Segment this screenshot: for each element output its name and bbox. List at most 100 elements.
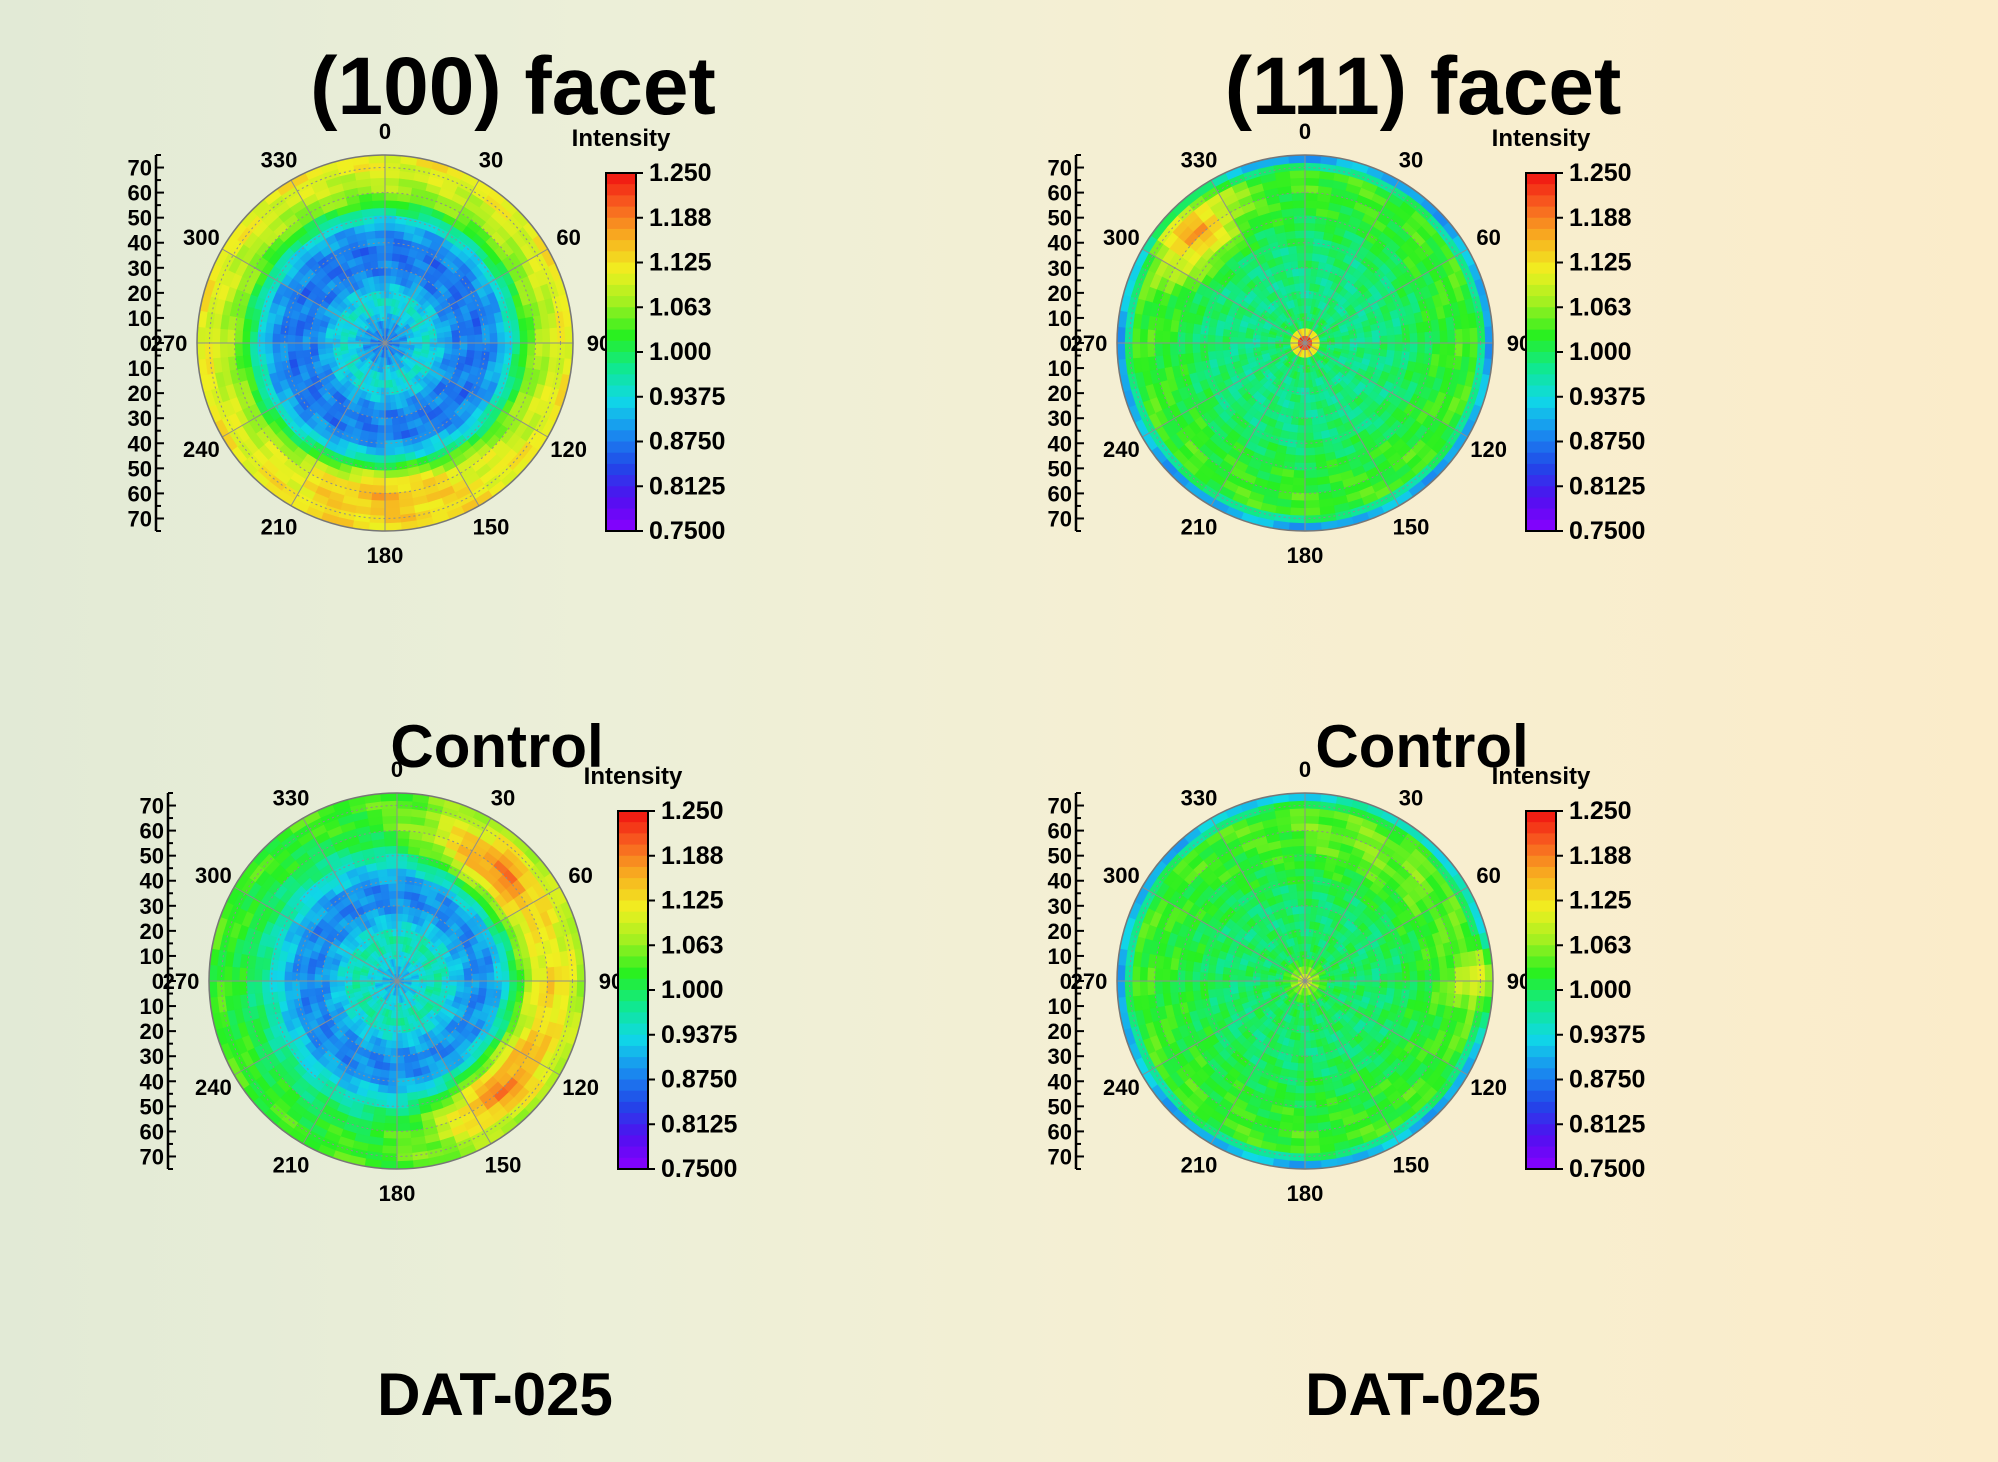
angle-tick-label: 120 bbox=[1470, 437, 1507, 462]
colorbar-band bbox=[1526, 519, 1556, 532]
heatmap-cell bbox=[1304, 244, 1314, 254]
heatmap-cell bbox=[436, 332, 446, 339]
heatmap-cell bbox=[291, 980, 300, 991]
grid-spoke bbox=[1210, 342, 1306, 507]
colorbar-tick-label: 0.9375 bbox=[1569, 383, 1646, 411]
colorbar-band bbox=[606, 374, 636, 387]
heatmap-cell bbox=[401, 1032, 408, 1042]
heatmap-cell bbox=[309, 348, 319, 357]
heatmap-cell bbox=[1309, 394, 1316, 404]
heatmap-cell bbox=[1417, 342, 1426, 354]
heatmap-cell bbox=[396, 867, 408, 877]
heatmap-cell bbox=[1364, 336, 1373, 344]
polar-grid bbox=[1116, 154, 1494, 532]
radial-tick-label: 20 bbox=[128, 281, 152, 306]
heatmap-cell bbox=[391, 920, 398, 929]
heatmap-cell bbox=[1292, 207, 1306, 216]
heatmap-cell bbox=[1312, 431, 1323, 441]
heatmap-cell bbox=[1357, 337, 1366, 344]
heatmap-cell bbox=[389, 394, 396, 404]
heatmap-cell bbox=[1288, 252, 1299, 262]
heatmap-cell bbox=[384, 477, 398, 487]
heatmap-cell bbox=[1304, 214, 1317, 224]
angle-tick-label: 0 bbox=[379, 119, 391, 144]
heatmap-cell bbox=[351, 980, 360, 986]
heatmap-cell bbox=[1393, 325, 1403, 336]
colorbar-band bbox=[1526, 307, 1556, 320]
heatmap-cell bbox=[1424, 342, 1434, 355]
heatmap-cell bbox=[383, 905, 392, 915]
heatmap-cell bbox=[378, 267, 386, 276]
heatmap-cell bbox=[1304, 417, 1313, 427]
radial-tick-label: 10 bbox=[128, 356, 152, 381]
colorbar-tick-label: 1.188 bbox=[1569, 204, 1632, 232]
heatmap-cell bbox=[384, 402, 392, 411]
heatmap-cell bbox=[1300, 290, 1306, 299]
grid-spoke bbox=[1304, 342, 1400, 507]
heatmap-cell bbox=[467, 334, 476, 344]
heatmap-cell bbox=[456, 974, 465, 982]
heatmap-cell bbox=[1146, 342, 1156, 358]
heatmap-cell bbox=[1386, 326, 1396, 337]
heatmap-cell bbox=[1229, 348, 1239, 357]
colorbar-band bbox=[606, 184, 636, 196]
heatmap-cell bbox=[512, 330, 521, 344]
heatmap-cell bbox=[384, 207, 398, 216]
grid-spoke bbox=[290, 342, 386, 507]
heatmap-cell bbox=[501, 980, 511, 992]
polar-outline bbox=[196, 154, 574, 532]
colorbar-title: Intensity bbox=[572, 125, 671, 152]
heatmap-cell bbox=[396, 1055, 405, 1065]
grid-spoke bbox=[1210, 179, 1306, 344]
heatmap-cell bbox=[1304, 259, 1313, 269]
colorbar-band bbox=[1526, 419, 1556, 431]
angle-tick-label: 300 bbox=[183, 225, 220, 250]
heatmap-cell bbox=[1297, 417, 1306, 427]
heatmap-cell bbox=[396, 875, 407, 884]
heatmap-cell bbox=[396, 913, 404, 922]
radial-tick-label: 30 bbox=[1048, 406, 1072, 431]
heatmap-cell bbox=[464, 980, 473, 988]
heatmap-cell bbox=[372, 199, 386, 209]
radial-tick-label: 40 bbox=[128, 431, 152, 456]
heatmap-cell bbox=[443, 330, 453, 339]
caption-111-control: Control bbox=[1315, 713, 1529, 780]
heatmap-cell bbox=[1372, 342, 1381, 350]
colorbar-band bbox=[1526, 396, 1556, 409]
heatmap-cell bbox=[396, 890, 406, 899]
heatmap-cell bbox=[1290, 492, 1306, 502]
heatmap-cell bbox=[1304, 207, 1318, 216]
colorbar-band bbox=[606, 430, 636, 443]
heatmap-cell bbox=[384, 199, 398, 209]
heatmap-cell bbox=[1402, 333, 1411, 344]
heatmap-cell bbox=[1139, 342, 1148, 358]
colorbar-band bbox=[606, 441, 636, 454]
heatmap-cell bbox=[1292, 470, 1306, 479]
heatmap-cell bbox=[317, 336, 326, 344]
heatmap-cell bbox=[1394, 342, 1404, 352]
colorbar-band bbox=[1526, 184, 1556, 196]
angle-tick-label: 180 bbox=[367, 543, 404, 568]
heatmap-cell bbox=[1290, 184, 1306, 194]
heatmap-cell bbox=[384, 192, 399, 201]
heatmap-cell bbox=[1237, 342, 1246, 350]
heatmap-cell bbox=[321, 974, 330, 982]
heatmap-cells bbox=[208, 792, 586, 1170]
colorbar-band bbox=[606, 463, 636, 476]
heatmap-cell bbox=[429, 338, 438, 344]
colorbar-band bbox=[606, 195, 636, 208]
colorbar-band bbox=[1526, 240, 1556, 252]
heatmap-cell bbox=[458, 328, 468, 337]
colorbar-band bbox=[606, 396, 636, 409]
heatmap-cell bbox=[1304, 485, 1319, 494]
heatmap-cell bbox=[466, 326, 476, 337]
heatmap-cell bbox=[1439, 342, 1449, 356]
colorbar-band bbox=[1526, 251, 1556, 264]
heatmap-cell bbox=[1304, 184, 1320, 194]
heatmap-cell bbox=[374, 222, 386, 231]
heatmap-cell bbox=[1409, 332, 1419, 344]
heatmap-cell bbox=[1298, 267, 1306, 276]
caption-100-control: Control bbox=[390, 713, 604, 780]
heatmap-cell bbox=[371, 192, 386, 201]
heatmap-cell bbox=[388, 1063, 398, 1072]
